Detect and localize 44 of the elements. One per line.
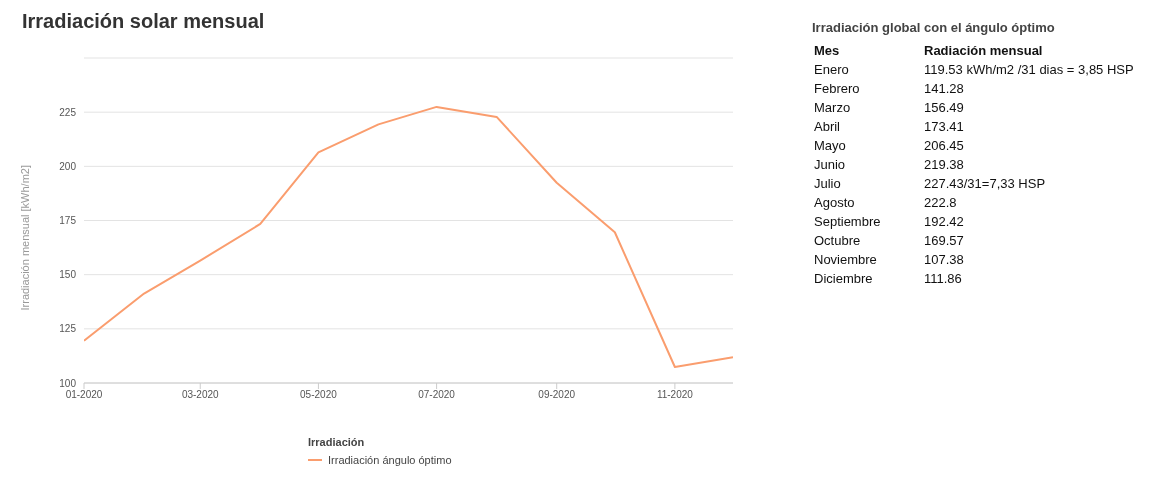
category-label: Diciembre	[814, 271, 874, 286]
category-label: Noviembre	[814, 252, 878, 267]
y-tick-label: 175	[59, 215, 77, 227]
text: 156.49	[924, 100, 964, 115]
text: 206.45	[924, 138, 964, 153]
text: 107.38	[924, 252, 964, 267]
legend-title: Irradiación	[308, 436, 366, 448]
category-label: Julio	[814, 176, 842, 191]
y-axis-title: Irradiación mensual [kWh/m2]	[18, 165, 31, 311]
category-label: Octubre	[814, 233, 862, 248]
x-tick-label: 07-2020	[418, 389, 456, 401]
text: 227.43/31=7,33 HSP	[924, 176, 1046, 191]
category-label: Marzo	[814, 100, 852, 115]
legend-label: Irradiación ángulo óptimo	[328, 454, 452, 466]
x-tick-label: 01-2020	[65, 389, 103, 401]
category-label: Abril	[814, 119, 841, 134]
text: 119.53 kWh/m2 /31 dias = 3,85 HSP	[924, 62, 1134, 77]
category-label: Agosto	[814, 195, 856, 210]
text: 219.38	[924, 157, 964, 172]
x-tick-label: 09-2020	[538, 389, 576, 401]
x-tick-label: 05-2020	[300, 389, 338, 401]
text: Mes	[814, 43, 841, 58]
text: 111.86	[924, 271, 962, 286]
text: Radiación mensual	[924, 43, 1044, 58]
text: 169.57	[924, 233, 964, 248]
y-tick-label: 200	[59, 160, 77, 172]
category-label: Septiembre	[814, 214, 882, 229]
y-tick-label: 150	[59, 269, 77, 281]
y-tick-label: 125	[59, 323, 77, 335]
text: 173.41	[924, 119, 964, 134]
category-label: Junio	[814, 157, 847, 172]
category-label: Enero	[814, 62, 850, 77]
text: Irradiación global con el ángulo óptimo	[812, 20, 1056, 35]
line-series	[84, 105, 733, 369]
chart-title: Irradiación solar mensual	[22, 10, 265, 33]
text: 141.28	[924, 81, 964, 96]
category-label: Mayo	[814, 138, 847, 153]
y-tick-label: 100	[59, 377, 77, 389]
text: 222.8	[924, 195, 957, 210]
y-tick-label: 225	[59, 106, 77, 118]
x-tick-label: 03-2020	[181, 389, 220, 401]
text: 192.42	[924, 214, 964, 229]
category-label: Febrero	[814, 81, 861, 96]
x-tick-label: 11-2020	[656, 389, 694, 401]
